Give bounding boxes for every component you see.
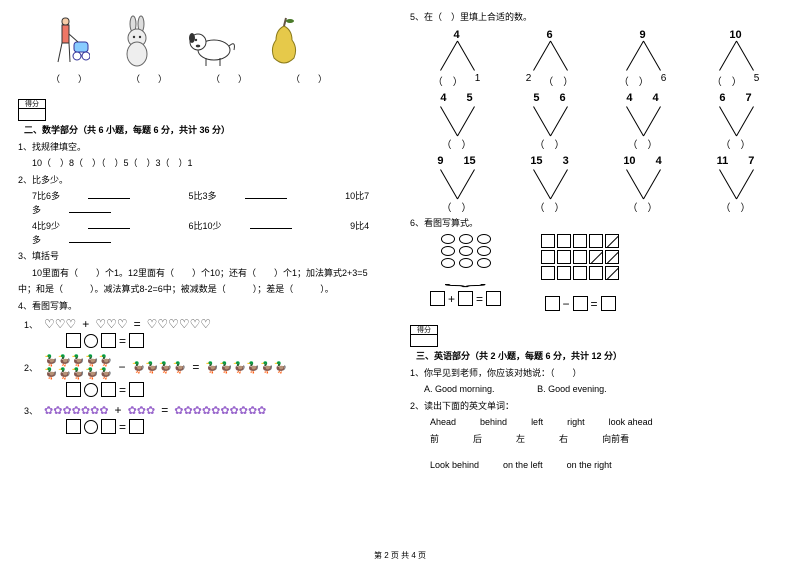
pic-eq-3: 3、 ✿✿✿✿✿✿✿ + ✿✿✿ = ✿✿✿✿✿✿✿✿✿✿ [24,403,390,417]
score-box: 得分 [18,99,46,121]
img-dog [184,20,238,68]
score-value [19,109,45,120]
img-rabbit [116,14,158,68]
q6-label: 6、看图写算式。 [410,217,782,231]
paren-blank: （ ） [42,72,96,85]
section-title-2: 二、数学部分（共 6 小题，每题 6 分，共计 36 分） [18,124,390,138]
score-value [411,335,437,346]
q1-sequence: 10（ ）8（ ）（ ）5（ ）3（ ）1 [32,157,390,171]
image-row [42,14,390,68]
page-footer: 第 2 页 共 4 页 [0,550,800,561]
pic-eq-2: 2、 🦆🦆🦆🦆🦆🦆🦆🦆🦆🦆 − 🦆🦆🦆🦆 = 🦆🦆🦆🦆🦆🦆 [24,354,390,380]
e2-label: 2、读出下面的英文单词： [410,400,782,414]
box-eq-1: = [66,333,390,348]
score-label: 得分 [411,326,437,335]
score-box-2: 得分 [410,325,438,347]
paren-row: （ ） （ ） （ ） （ ） [42,72,390,85]
img-mother-stroller [42,14,90,68]
q3-label: 3、填括号 [18,250,390,264]
paren-blank: （ ） [282,72,336,85]
e1-options: A. Good morning. B. Good evening. [424,383,782,397]
split-row-3: 915（ ） 153（ ） 104（ ） 117（ ） [410,155,782,214]
split-row-2: 45（ ） 56（ ） 44（ ） 67（ ） [410,92,782,151]
q2-row2: 4比9少 6比10少 9比4多 [32,220,390,247]
score-label: 得分 [19,100,45,109]
e1-label: 1、你早见到老师，你应该对她说：（ ） [410,367,782,381]
box-eq-3: = [66,419,390,434]
q3-text-2: 中；和是（ ）。减法算式8-2=6中；被减数是（ ）；差是（ ）。 [18,283,390,297]
q3-text-1: 10里面有（ ）个1。12里面有（ ）个10；还有（ ）个1；加法算式2+3=5 [32,267,390,281]
q2-row1: 7比6多 5比3多 10比7多 [32,190,390,217]
e2-words-2: Look behindon the lefton the right [430,459,782,473]
q4-label: 4、看图写算。 [18,300,390,314]
q1-label: 1、找规律填空。 [18,141,390,155]
split-row-1: 4（ ）1 62（ ） 9（ ）6 10（ ）5 [410,29,782,88]
q5-label: 5、在（ ）里填上合适的数。 [410,11,782,25]
e2-words: Aheadbehindleftrightlook ahead [430,416,782,430]
brace-icon: ⏟ [445,270,487,287]
pic-eq-1: 1、 ♡♡♡ + ♡♡♡ = ♡♡♡♡♡♡ [24,317,390,331]
box-eq-2: = [66,382,390,397]
section-title-3: 三、英语部分（共 2 小题，每题 6 分，共计 12 分） [410,350,782,364]
paren-blank: （ ） [122,72,176,85]
paren-blank: （ ） [202,72,256,85]
e2-cn: 前后左右向前看 [430,433,782,447]
q6-ovals: ⏟ += [430,234,501,311]
q6-squares: −= [541,234,619,311]
img-pear [264,16,304,68]
q6-figures: ⏟ += −= [430,234,782,311]
q2-label: 2、比多少。 [18,174,390,188]
